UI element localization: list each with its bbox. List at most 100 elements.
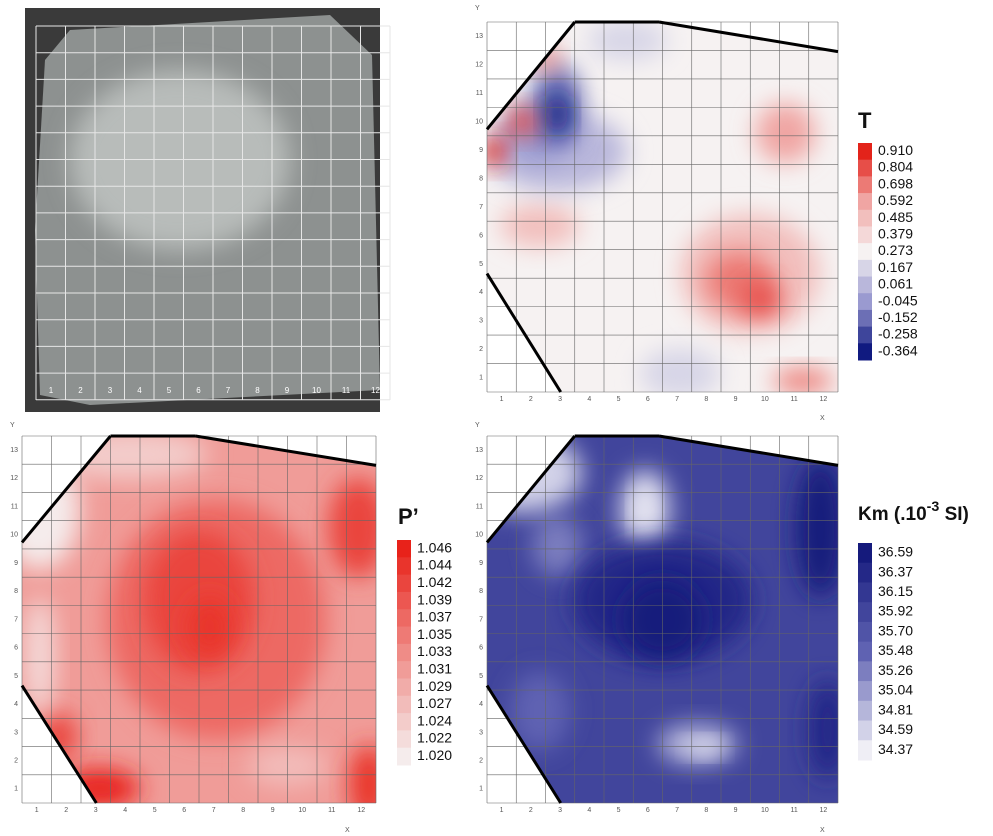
- y-tick-label: 8: [479, 588, 483, 595]
- x-tick-label: 1: [500, 396, 504, 403]
- legend-swatch: [858, 582, 872, 603]
- y-axis-label: Y: [10, 422, 15, 429]
- legend-label: 34.81: [878, 701, 913, 717]
- legend-swatch: [858, 259, 872, 278]
- legend-label: 0.485: [878, 209, 913, 225]
- legend-title-superscript: -3: [927, 499, 940, 515]
- legend-label: -0.258: [878, 326, 918, 342]
- x-tick-label: 9: [271, 807, 275, 814]
- contour-region: [532, 516, 583, 577]
- photo-x-tick-label: 2: [78, 386, 83, 395]
- legend-swatch: [858, 700, 872, 722]
- x-tick-label: 2: [529, 807, 533, 814]
- legend-swatch: [858, 226, 872, 244]
- legend-title: Km (.10-3 SI): [858, 499, 969, 525]
- photo-x-tick-label: 10: [312, 386, 321, 395]
- y-tick-label: 1: [14, 786, 18, 793]
- boundary-line: [485, 272, 562, 393]
- y-tick-label: 12: [475, 62, 483, 69]
- boundary-line: [658, 20, 839, 54]
- legend-label: -0.364: [878, 342, 918, 358]
- x-axis-label: X: [820, 415, 825, 422]
- x-tick-label: 8: [241, 807, 245, 814]
- contour-region: [634, 489, 655, 530]
- legend-swatch: [858, 326, 872, 344]
- legend-swatch: [397, 643, 411, 662]
- y-tick-label: 2: [479, 346, 483, 353]
- legend-title: P’: [398, 504, 419, 529]
- photo-x-tick-label: 6: [196, 386, 201, 395]
- contour-fill: [487, 22, 838, 392]
- x-tick-label: 7: [675, 807, 679, 814]
- y-tick-label: 6: [14, 645, 18, 652]
- legend-label: 34.37: [878, 741, 913, 757]
- x-tick-label: 3: [94, 807, 98, 814]
- y-tick-label: 10: [475, 532, 483, 539]
- y-tick-label: 13: [10, 447, 18, 454]
- legend-swatch: [397, 540, 411, 558]
- legend-label: 1.035: [417, 626, 452, 642]
- x-tick-label: 12: [819, 396, 827, 403]
- x-tick-label: 1: [500, 807, 504, 814]
- boundary-line: [658, 434, 839, 467]
- boundary-line: [20, 684, 98, 804]
- contour-region: [755, 103, 816, 163]
- contour-region: [499, 203, 580, 248]
- y-tick-label: 12: [475, 475, 483, 482]
- y-tick-label: 7: [479, 616, 483, 623]
- legend-label: 35.26: [878, 662, 913, 678]
- legend-swatch: [397, 713, 411, 731]
- boundary-line: [485, 21, 576, 131]
- boundary-line: [485, 435, 576, 544]
- legend-label: 35.70: [878, 622, 913, 638]
- contour-region: [807, 679, 838, 780]
- y-tick-label: 9: [479, 560, 483, 567]
- x-tick-label: 10: [298, 807, 306, 814]
- legend-label: 0.910: [878, 142, 913, 158]
- legend-label: 35.04: [878, 682, 913, 698]
- contour-region: [487, 136, 507, 167]
- y-tick-label: 11: [476, 90, 483, 97]
- legend-label: 1.042: [417, 574, 452, 590]
- legend-label: 34.59: [878, 721, 913, 737]
- legend-swatch: [858, 343, 872, 361]
- legend-swatch: [858, 309, 872, 328]
- y-tick-label: 4: [479, 289, 483, 296]
- legend-swatch: [397, 661, 411, 679]
- y-tick-label: 6: [479, 645, 483, 652]
- y-tick-label: 3: [14, 729, 18, 736]
- boundary-line: [20, 435, 112, 544]
- y-tick-label: 2: [14, 757, 18, 764]
- legend-swatch: [858, 176, 872, 194]
- legend-swatch: [858, 602, 872, 623]
- y-tick-label: 4: [479, 701, 483, 708]
- photo-x-tick-label: 5: [167, 386, 172, 395]
- legend-label: 0.379: [878, 226, 913, 242]
- legend-swatch: [397, 695, 411, 714]
- contour-region: [640, 348, 721, 392]
- x-tick-label: 8: [704, 807, 708, 814]
- photo-x-tick-label: 9: [285, 386, 290, 395]
- x-tick-label: 3: [558, 396, 562, 403]
- contour-region: [772, 368, 833, 392]
- legend-label: -0.045: [878, 292, 918, 308]
- contour-region: [740, 281, 781, 318]
- legend-swatch: [858, 562, 872, 583]
- x-tick-label: 9: [734, 396, 738, 403]
- y-tick-label: 1: [479, 375, 483, 382]
- legend-title-text: P’: [398, 504, 419, 529]
- legend-label: 0.273: [878, 242, 913, 258]
- x-tick-label: 5: [617, 396, 621, 403]
- legend-swatch: [858, 209, 872, 227]
- legend-swatch: [397, 626, 411, 645]
- contour-region: [348, 744, 376, 803]
- x-axis-label: X: [820, 827, 825, 834]
- y-tick-label: 12: [10, 475, 18, 482]
- legend-swatch: [858, 193, 872, 211]
- contour-fill: [22, 436, 376, 803]
- photo-x-tick-label: 8: [255, 386, 260, 395]
- legend-swatch: [858, 720, 872, 741]
- legend-label: 36.59: [878, 544, 913, 560]
- legend-swatch: [858, 661, 872, 682]
- y-tick-label: 10: [475, 118, 483, 125]
